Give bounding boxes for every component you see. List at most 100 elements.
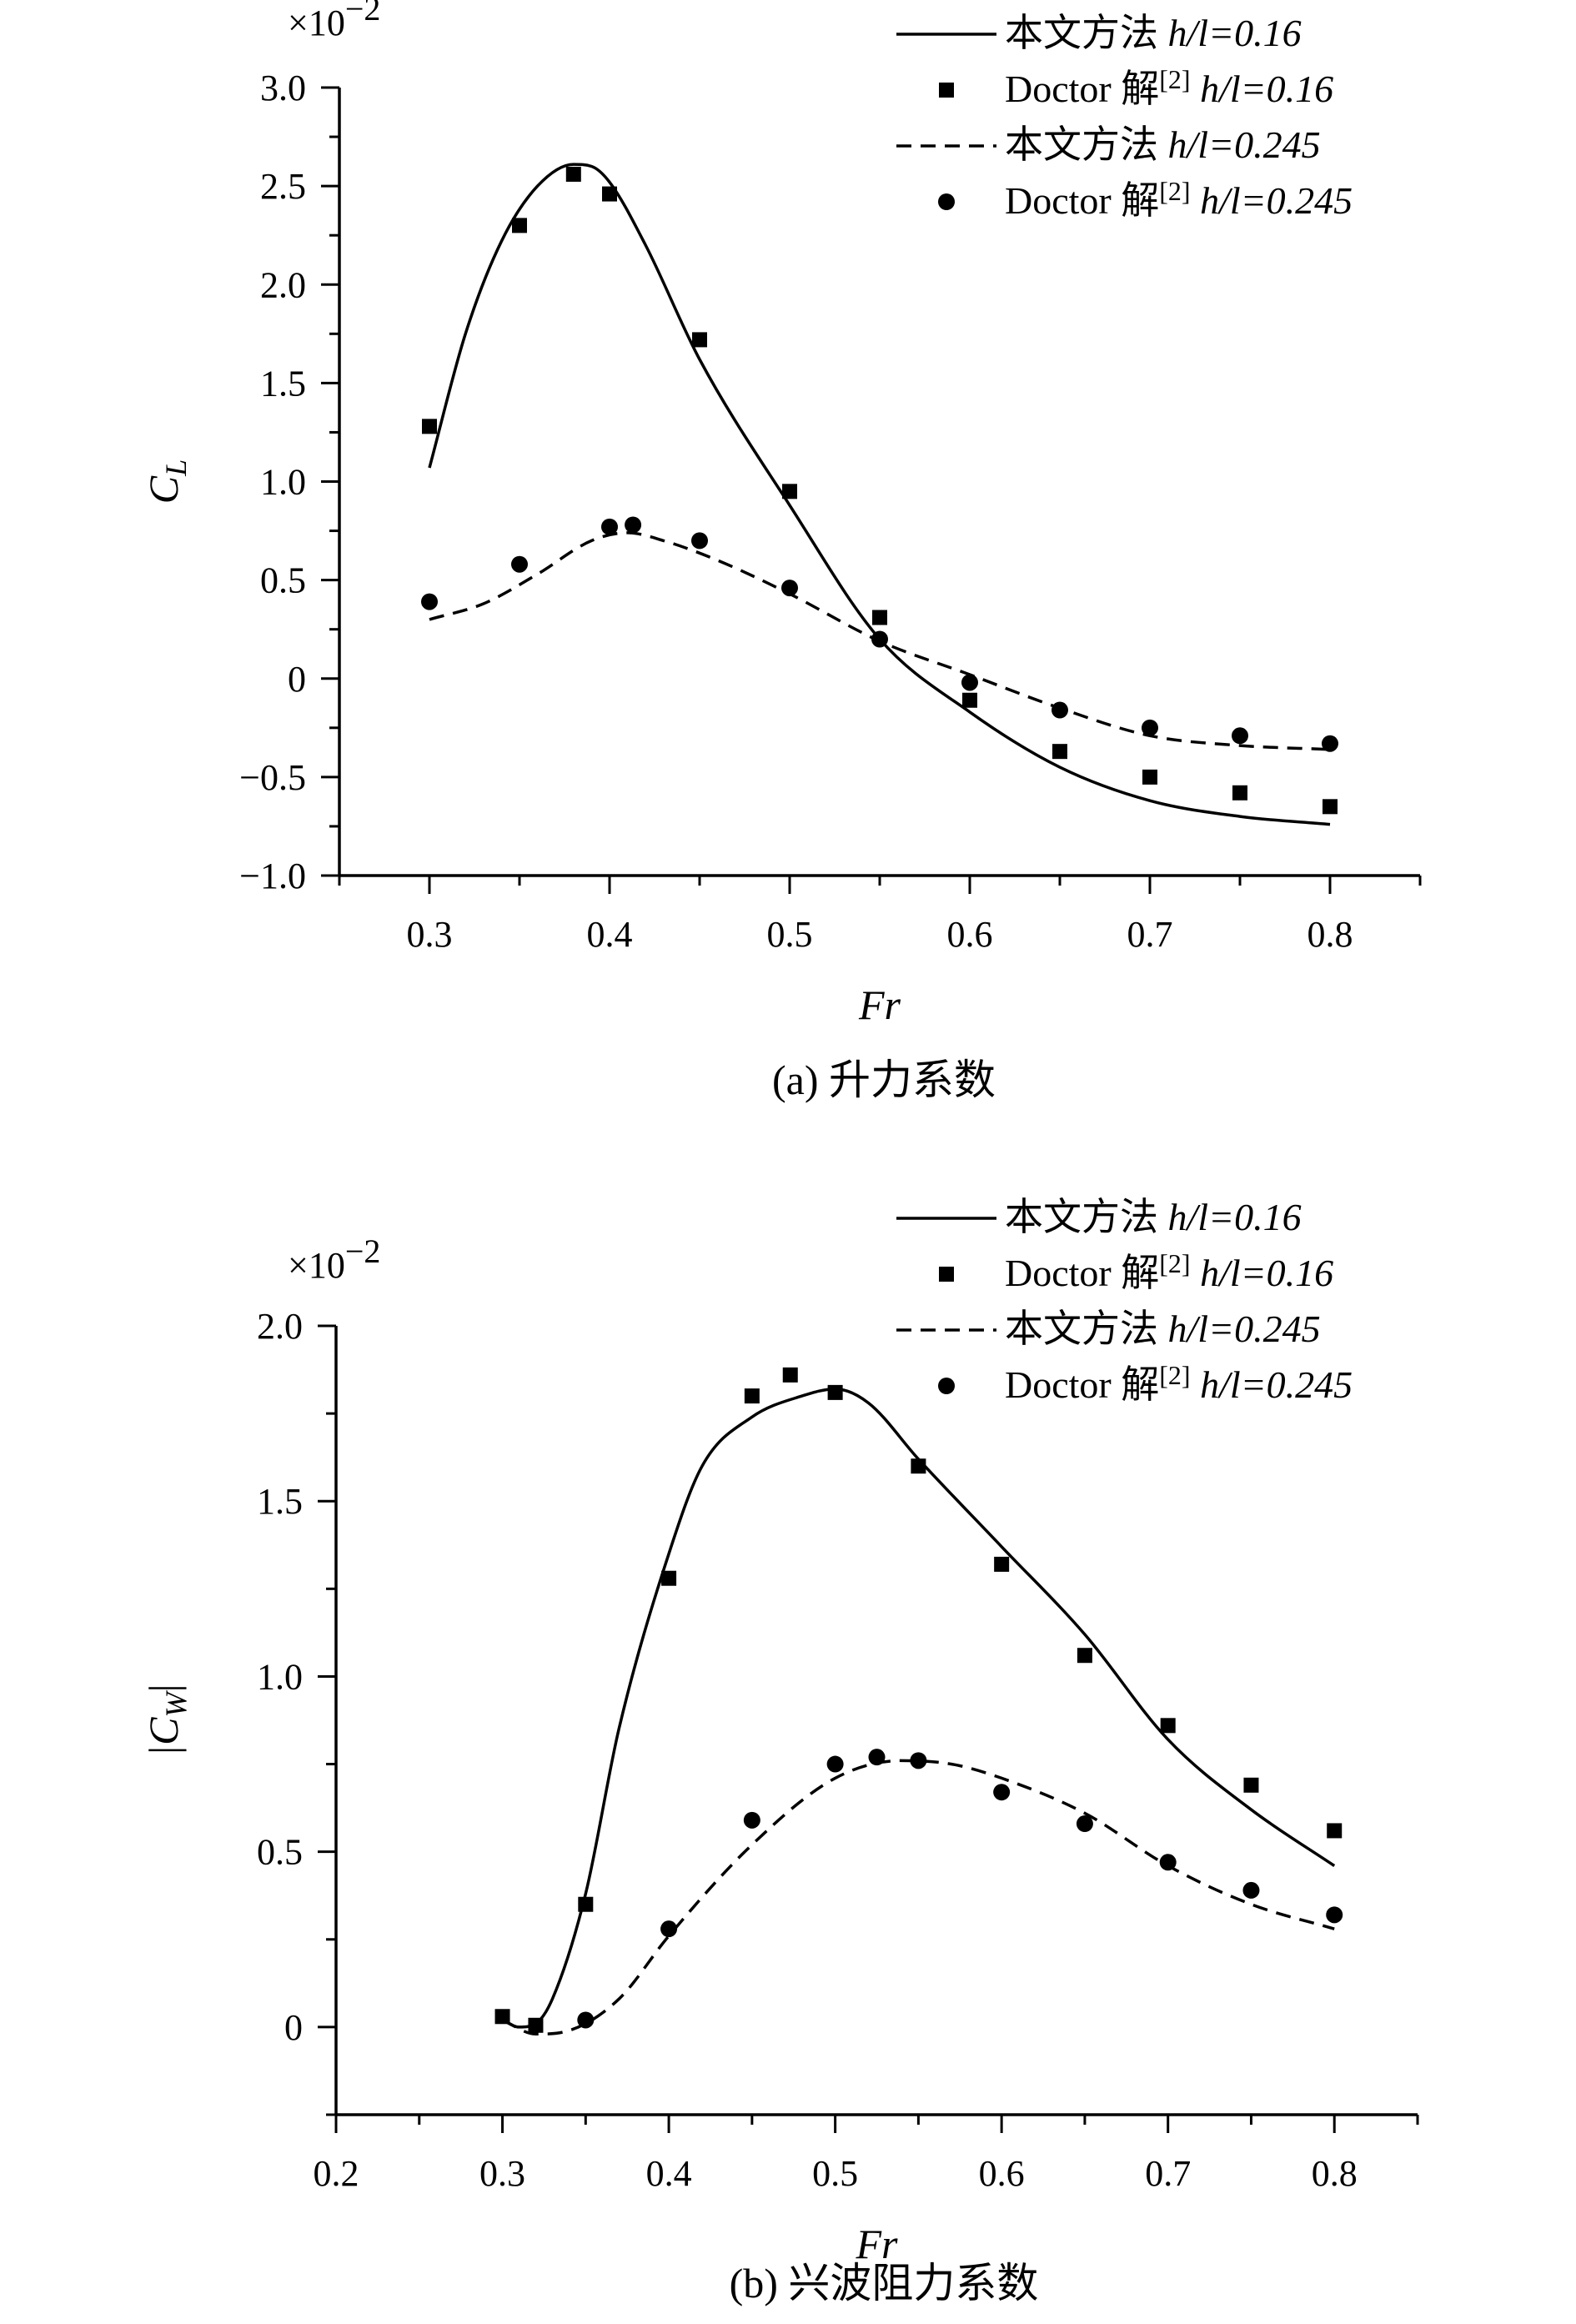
data-point-square — [827, 1384, 843, 1400]
legend-hl-value: h/l=0.16 — [1168, 1196, 1302, 1238]
y-tick-label: 1.5 — [257, 1481, 303, 1522]
data-point-circle — [1052, 701, 1068, 719]
x-tick-label: 0.6 — [979, 2153, 1025, 2194]
y-tick-label: 1.5 — [260, 363, 306, 404]
x-tick-label: 0.5 — [767, 914, 813, 955]
series-line-hl-016 — [428, 163, 1331, 826]
data-point-square — [1232, 785, 1247, 801]
series-line-hl-0245 — [501, 1759, 1335, 2036]
data-point-square — [528, 2017, 544, 2033]
data-point-square — [422, 419, 437, 434]
legend-reference: [2] — [1159, 176, 1190, 206]
data-point-circle — [421, 593, 438, 610]
data-point-circle — [1159, 1854, 1177, 1871]
legend-space — [1191, 1363, 1201, 1406]
data-point-square — [994, 1556, 1010, 1572]
data-point-square — [512, 218, 527, 233]
data-point-square — [1243, 1777, 1259, 1793]
legend-label: 本文方法 h/l=0.245 — [1005, 123, 1321, 166]
y-tick-label: 2.0 — [257, 1306, 303, 1347]
data-point-circle — [826, 1755, 844, 1773]
series-line-hl-016 — [501, 1387, 1336, 2029]
axis-multiplier-exponent: −2 — [345, 0, 381, 28]
data-point-square — [602, 186, 617, 202]
data-point-circle — [1326, 1906, 1343, 1924]
y-tick-label: 1.0 — [260, 462, 306, 503]
data-point-circle — [511, 555, 528, 573]
legend-hl-value: h/l=0.16 — [1200, 68, 1333, 110]
legend-label: Doctor 解[2] h/l=0.245 — [1005, 176, 1353, 222]
x-axis-label: Fr — [856, 2221, 899, 2267]
chart-panel-a: 0.3 0.4 0.5 0.6 0.7 0.8 −1.0 −0.5 0 0.5 1.0 1.5 2.0 2… — [140, 0, 1422, 1103]
x-tick-label: 0.4 — [646, 2153, 692, 2194]
legend-space — [1191, 68, 1201, 110]
legend-hl-value: h/l=0.16 — [1168, 12, 1302, 54]
x-tick-label: 0.7 — [1145, 2153, 1191, 2194]
y-tick-label: −0.5 — [239, 757, 306, 798]
data-point-circle — [691, 532, 708, 550]
data-point-square — [872, 610, 887, 625]
data-point-circle — [1142, 719, 1158, 736]
data-point-square — [1160, 1718, 1176, 1734]
data-point-square — [1327, 1823, 1343, 1839]
x-tick-label: 0.8 — [1312, 2153, 1358, 2194]
data-point-circle — [781, 580, 798, 597]
x-tick-label: 0.6 — [947, 914, 993, 955]
legend-reference: [2] — [1159, 1248, 1190, 1278]
data-point-circle — [868, 1749, 886, 1766]
y-tick-label: 0.5 — [260, 560, 306, 601]
data-point-square — [1052, 744, 1067, 760]
data-point-square — [1077, 1648, 1092, 1664]
data-point-square — [565, 166, 581, 182]
data-point-square — [578, 1896, 594, 1912]
x-tick-label: 0.7 — [1127, 914, 1173, 955]
data-point-square — [744, 1388, 760, 1404]
data-point-circle — [625, 516, 642, 534]
legend-hl-value: h/l=0.245 — [1200, 1363, 1353, 1406]
data-point-circle — [1076, 1815, 1093, 1833]
y-axis-label-subscript: W — [159, 1689, 193, 1717]
y-tick-label: −1.0 — [239, 856, 306, 896]
legend-reference: [2] — [1159, 64, 1190, 94]
y-tick-label: 2.0 — [260, 264, 306, 305]
chart-panel-b: 0.2 0.3 0.4 0.5 0.6 0.7 0.8 0 0.5 1.0 1.5 2.0 ×10−2 F… — [140, 1196, 1419, 2306]
y-tick-label: 3.0 — [260, 68, 306, 108]
data-point-circle — [1322, 735, 1338, 752]
data-point-circle — [910, 1752, 927, 1769]
legend-circle-swatch — [938, 193, 955, 210]
legend-label: Doctor 解[2] h/l=0.245 — [1005, 1360, 1353, 1406]
legend-hl-value: h/l=0.245 — [1200, 179, 1353, 222]
data-point-circle — [743, 1811, 760, 1829]
data-point-square — [962, 692, 977, 708]
y-tick-label: 0.5 — [257, 1832, 303, 1873]
data-point-square — [1323, 799, 1338, 815]
data-point-circle — [1232, 727, 1248, 745]
data-point-circle — [871, 630, 888, 648]
legend-space — [1191, 1252, 1201, 1294]
y-axis-label: |CW| — [140, 1684, 193, 1756]
legend-hl-value: h/l=0.245 — [1168, 1308, 1321, 1350]
legend-square-swatch — [939, 1267, 954, 1282]
data-point-circle — [1242, 1881, 1260, 1899]
data-point-circle — [601, 518, 618, 535]
x-tick-label: 0.4 — [587, 914, 633, 955]
legend-circle-swatch — [938, 1378, 955, 1394]
data-point-circle — [961, 674, 978, 691]
legend-label: 本文方法 h/l=0.245 — [1005, 1308, 1321, 1350]
axis-multiplier: ×10−2 — [288, 1232, 380, 1286]
axis-multiplier-exponent: −2 — [345, 1232, 381, 1270]
data-point-circle — [577, 2011, 595, 2029]
y-axis-label-subscript: L — [159, 459, 193, 477]
legend-label: Doctor 解[2] h/l=0.16 — [1005, 64, 1333, 110]
data-point-square — [911, 1458, 926, 1474]
x-tick-label: 0.3 — [479, 2153, 525, 2194]
data-point-square — [782, 1367, 798, 1383]
legend-label: Doctor 解[2] h/l=0.16 — [1005, 1248, 1333, 1294]
data-point-square — [782, 484, 797, 499]
data-point-square — [1142, 769, 1157, 785]
figure-caption: (b) 兴波阻力系数 — [730, 2260, 1039, 2306]
data-point-square — [692, 332, 707, 348]
y-tick-label: 0 — [288, 659, 306, 700]
x-tick-label: 0.8 — [1307, 914, 1353, 955]
